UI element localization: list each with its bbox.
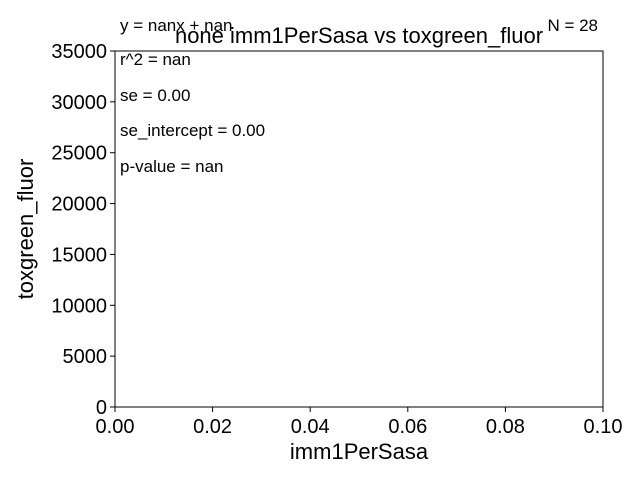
y-tick-label: 0 (96, 397, 107, 419)
plot-frame (114, 50, 604, 408)
x-tick-label: 0.08 (486, 416, 525, 438)
se-annotation: se = 0.00 (120, 86, 190, 105)
x-axis-ticks: 0.00 0.02 0.04 0.06 0.08 0.10 (96, 407, 623, 438)
y-tick-label: 35000 (51, 41, 107, 63)
sample-count: N = 28 (547, 16, 598, 35)
y-axis-ticks: 0 5000 10000 15000 20000 25000 30000 35000 (51, 41, 115, 419)
se-intercept-annotation: se_intercept = 0.00 (120, 121, 265, 140)
y-axis-label: toxgreen_fluor (13, 159, 38, 300)
y-tick-label: 20000 (51, 194, 107, 216)
x-tick-label: 0.00 (96, 416, 135, 438)
x-tick-label: 0.06 (388, 416, 427, 438)
y-tick-label: 10000 (51, 295, 107, 317)
chart-title: none imm1PerSasa vs toxgreen_fluor (175, 23, 543, 48)
x-tick-label: 0.10 (584, 416, 623, 438)
y-tick-label: 15000 (51, 244, 107, 266)
regression-equation: y = nanx + nan (120, 16, 232, 35)
r-squared-annotation: r^2 = nan (120, 50, 191, 69)
x-axis-label: imm1PerSasa (290, 439, 429, 464)
x-tick-label: 0.02 (193, 416, 232, 438)
p-value-annotation: p-value = nan (120, 157, 224, 176)
y-tick-label: 5000 (63, 346, 108, 368)
x-tick-label: 0.04 (291, 416, 330, 438)
y-tick-label: 30000 (51, 92, 107, 114)
y-tick-label: 25000 (51, 143, 107, 165)
